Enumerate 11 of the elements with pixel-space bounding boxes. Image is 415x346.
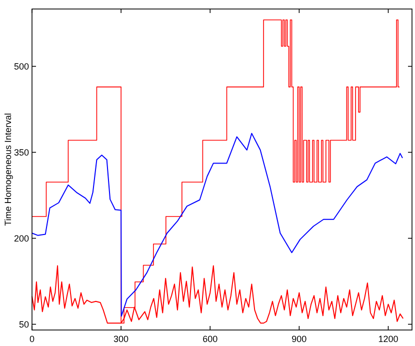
y-tick-label: 500: [14, 61, 29, 72]
line-series: [32, 132, 403, 317]
x-tick-label: 0: [29, 334, 35, 344]
x-tick-label: 600: [202, 334, 218, 344]
y-axis-title: Time Homogeneous Interval: [3, 113, 13, 226]
y-tick-label: 50: [18, 319, 29, 330]
x-tick-label: 300: [114, 334, 129, 344]
y-tick-label: 200: [14, 233, 29, 244]
x-tick-label: 900: [292, 334, 307, 344]
y-tick-label: 350: [14, 147, 29, 158]
x-tick-label: 1200: [378, 334, 398, 344]
